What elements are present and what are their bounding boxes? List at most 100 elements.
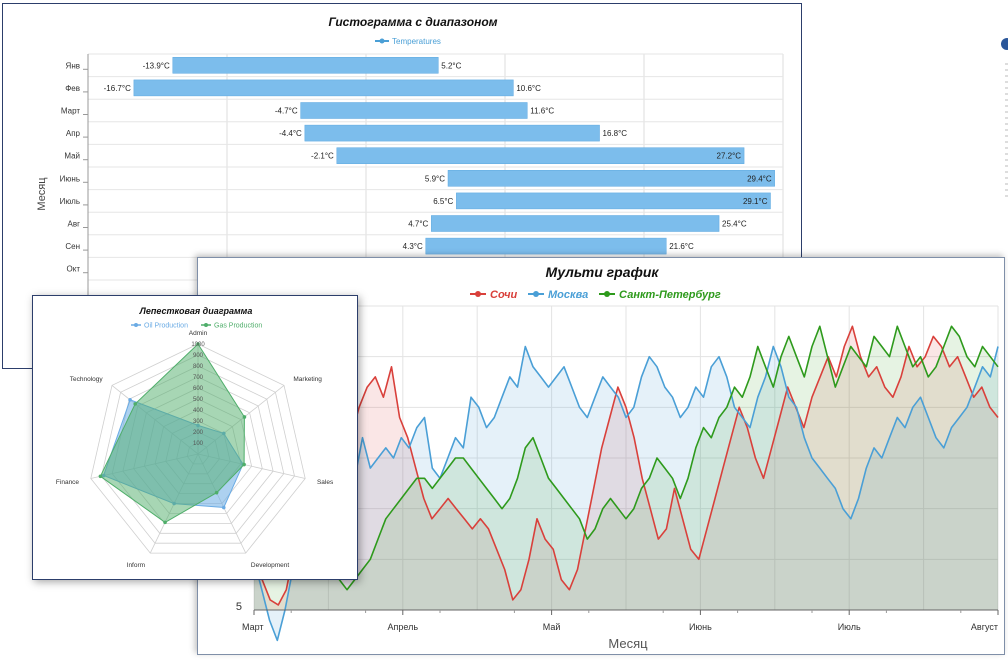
- range-legend-item[interactable]: Temperatures: [375, 37, 441, 46]
- multi-x-axis-label: Месяц: [608, 636, 648, 651]
- multi-chart-title: Мульти график: [545, 264, 659, 280]
- radar-tick-label: 900: [193, 353, 204, 359]
- multi-line-chart: Мульти график Сочи Москва Санкт-Петербург …: [236, 264, 999, 651]
- radar-point: [221, 505, 226, 510]
- legend-label: Санкт-Петербург: [619, 289, 721, 301]
- series-line: [253, 325, 999, 606]
- series-area: [254, 346, 998, 641]
- radar-tick-label: 800: [193, 364, 204, 370]
- range-low-label: -16.7°C: [104, 84, 131, 93]
- range-high-label: 10.6°C: [516, 84, 541, 93]
- legend-item[interactable]: Москва: [528, 289, 588, 301]
- radar-axis-label: Admin: [189, 330, 208, 337]
- category-label: Авг: [67, 220, 80, 229]
- radar-grid-ring: [101, 354, 295, 544]
- info-icon: [1001, 38, 1008, 50]
- range-bar: [133, 79, 514, 97]
- legend-label: Сочи: [490, 289, 518, 301]
- radar-axis-label: Development: [251, 562, 289, 569]
- category-label: Июнь: [60, 174, 80, 183]
- radar-axis-label: Marketing: [293, 376, 322, 383]
- category-label: Янв: [66, 61, 80, 70]
- range-low-label: 4.7°C: [408, 220, 428, 229]
- y-tick-label: 5: [236, 601, 242, 613]
- range-bar: [456, 192, 771, 210]
- range-high-label: 16.8°C: [603, 129, 628, 138]
- category-label: Фев: [65, 84, 80, 93]
- legend-marker-icon: [475, 291, 481, 297]
- range-y-axis-label: Месяц: [36, 177, 48, 211]
- category-label: Окт: [67, 265, 81, 274]
- radar-tick-label: 500: [193, 397, 204, 403]
- radar-tick-label: 600: [193, 386, 204, 392]
- range-high-label: 29.1°C: [743, 197, 768, 206]
- radar-tick-label: 400: [193, 408, 204, 414]
- radar-point: [163, 520, 167, 525]
- radar-point: [128, 398, 132, 402]
- radar-legend-label: Oil Production: [144, 323, 188, 330]
- radar-point: [242, 462, 246, 467]
- legend-label: Москва: [548, 289, 588, 301]
- radar-legend-item[interactable]: Oil Production: [131, 323, 188, 330]
- range-bar: [336, 147, 745, 164]
- category-label: Май: [64, 152, 80, 161]
- radar-point: [242, 415, 247, 419]
- category-label: Июль: [60, 197, 80, 206]
- range-high-label: 21.6°C: [669, 242, 694, 251]
- x-tick-label: Май: [543, 622, 561, 632]
- legend-marker-icon: [134, 323, 138, 327]
- radar-chart: Лепестковая диаграмма Oil Production Gas …: [56, 306, 334, 569]
- radar-chart-panel: Лепестковая диаграмма Oil Production Gas …: [32, 295, 358, 580]
- series-line: [253, 345, 999, 642]
- radar-point: [214, 490, 219, 495]
- range-bar: [300, 102, 528, 119]
- legend-marker-icon: [533, 291, 539, 297]
- range-low-label: 6.5°C: [433, 197, 453, 206]
- radar-tick-label: 100: [193, 441, 204, 447]
- range-high-label: 25.4°C: [722, 220, 747, 229]
- radar-tick-label: 200: [193, 430, 204, 436]
- category-label: Сен: [65, 242, 80, 251]
- series-line: [253, 325, 999, 591]
- radar-chart-title: Лепестковая диаграмма: [139, 306, 253, 316]
- range-chart-title: Гистограмма с диапазоном: [328, 15, 497, 29]
- radar-axis-label: Technology: [70, 376, 104, 383]
- radar-point: [196, 342, 200, 346]
- radar-axis-label: Finance: [56, 479, 80, 486]
- radar-grid-ring: [90, 343, 306, 554]
- radar-tick-label: 300: [193, 419, 204, 425]
- radar-point: [133, 402, 138, 406]
- category-label: Апр: [66, 129, 81, 138]
- legend-item[interactable]: Сочи: [470, 289, 518, 301]
- x-tick-label: Март: [242, 622, 264, 632]
- range-bar: [304, 124, 600, 142]
- range-bar: [172, 57, 439, 74]
- range-low-label: -4.4°C: [279, 129, 302, 138]
- range-bar: [425, 237, 667, 255]
- legend-marker-icon: [604, 291, 610, 297]
- legend-item[interactable]: Санкт-Петербург: [599, 289, 721, 301]
- radar-axis-label: Sales: [317, 479, 334, 486]
- range-high-label: 5.2°C: [441, 61, 461, 70]
- radar-tick-label: 700: [193, 375, 204, 381]
- radar-tick-label: 1000: [191, 342, 205, 348]
- side-widget-edge: [998, 36, 1008, 206]
- range-low-label: -4.7°C: [275, 107, 298, 116]
- x-tick-label: Июнь: [689, 622, 712, 632]
- x-tick-label: Август: [971, 622, 998, 632]
- x-tick-label: Июль: [838, 622, 861, 632]
- side-widget-graphic: [1001, 38, 1008, 197]
- range-legend-label: Temperatures: [392, 37, 441, 46]
- legend-marker-icon: [379, 38, 385, 44]
- legend-marker-icon: [204, 323, 208, 327]
- range-high-label: 29.4°C: [747, 174, 772, 183]
- range-high-label: 11.6°C: [530, 107, 554, 116]
- range-low-label: -13.9°C: [143, 61, 170, 70]
- range-low-label: 5.9°C: [425, 174, 445, 183]
- range-bar: [431, 215, 720, 232]
- radar-legend-label: Gas Production: [214, 323, 262, 330]
- radar-axis-label: Inform: [127, 562, 145, 569]
- x-tick-label: Апрель: [388, 622, 419, 632]
- radar-legend-item[interactable]: Gas Production: [201, 323, 262, 330]
- range-high-label: 27.2°C: [717, 152, 742, 161]
